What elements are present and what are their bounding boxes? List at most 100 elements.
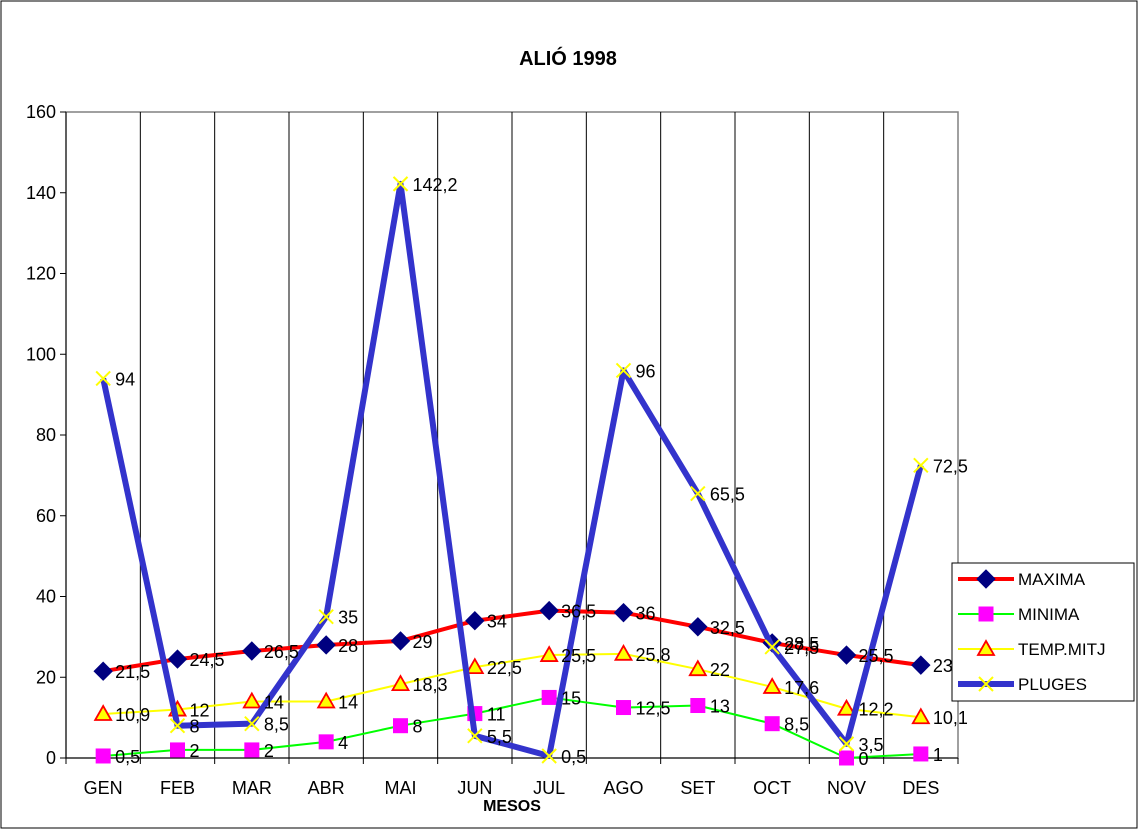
marker-pluges bbox=[244, 715, 260, 732]
data-label: 8 bbox=[413, 717, 423, 737]
marker-minima bbox=[764, 716, 780, 732]
marker-temp-mitj bbox=[242, 691, 262, 709]
data-label: 142,2 bbox=[413, 175, 458, 195]
y-tick-label: 40 bbox=[36, 587, 56, 607]
y-tick-label: 100 bbox=[26, 344, 56, 364]
data-label: 27,5 bbox=[784, 638, 819, 658]
marker-temp-mitj bbox=[688, 659, 708, 677]
marker-temp-mitj bbox=[539, 645, 559, 662]
data-label: 15 bbox=[561, 688, 581, 708]
x-tick-label: MAR bbox=[232, 778, 272, 798]
marker-maxima bbox=[167, 649, 188, 669]
data-label: 8,5 bbox=[264, 715, 289, 735]
data-label: 14 bbox=[264, 692, 284, 712]
marker-pluges bbox=[690, 485, 706, 502]
series-pluges bbox=[95, 176, 929, 764]
marker-maxima bbox=[688, 617, 708, 637]
data-label: 35 bbox=[338, 608, 358, 628]
data-label: 18,3 bbox=[413, 675, 448, 695]
data-label: 36 bbox=[636, 604, 656, 624]
data-label: 0,5 bbox=[115, 747, 140, 767]
data-label: 10,9 bbox=[115, 705, 150, 725]
data-label: 24,5 bbox=[190, 650, 225, 670]
data-label: 13 bbox=[710, 697, 730, 717]
data-label: 22 bbox=[710, 660, 730, 680]
marker-temp-mitj bbox=[316, 691, 336, 709]
marker-maxima bbox=[613, 602, 634, 623]
data-label: 28 bbox=[338, 636, 358, 656]
series-layer bbox=[93, 176, 931, 766]
data-label: 25,5 bbox=[859, 646, 894, 666]
data-label: 65,5 bbox=[710, 485, 745, 505]
x-tick-label: AGO bbox=[603, 778, 643, 798]
data-label: 11 bbox=[487, 705, 506, 725]
marker-minima bbox=[95, 748, 111, 764]
data-label: 29 bbox=[413, 632, 433, 652]
marker-maxima bbox=[316, 635, 336, 655]
data-label: 0 bbox=[859, 749, 869, 769]
marker-maxima bbox=[539, 600, 559, 621]
data-label: 14 bbox=[338, 692, 358, 712]
marker-pluges bbox=[95, 370, 111, 387]
x-axis-label: MESOS bbox=[483, 798, 541, 815]
series-temp-mitj bbox=[93, 644, 931, 725]
series-line-maxima bbox=[102, 608, 922, 674]
x-tick-label: JUL bbox=[533, 778, 565, 798]
data-label: 32,5 bbox=[710, 618, 745, 638]
marker-legend-maxima bbox=[976, 569, 996, 589]
marker-pluges bbox=[838, 736, 855, 752]
marker-pluges bbox=[615, 362, 632, 379]
x-tick-label: DES bbox=[902, 778, 939, 798]
data-label: 2 bbox=[264, 741, 274, 761]
data-label: 10,1 bbox=[933, 708, 968, 728]
x-tick-label: GEN bbox=[84, 778, 123, 798]
grid-lines bbox=[139, 112, 885, 758]
x-tick-label: FEB bbox=[160, 778, 195, 798]
data-label: 0,5 bbox=[561, 747, 586, 767]
marker-maxima bbox=[836, 645, 857, 665]
marker-minima bbox=[393, 718, 408, 734]
x-tick-label: MAI bbox=[384, 778, 416, 798]
data-label: 23 bbox=[933, 656, 953, 676]
marker-pluges bbox=[764, 639, 780, 655]
y-tick-label: 140 bbox=[26, 183, 56, 203]
legend-label-pluges: PLUGES bbox=[1018, 675, 1087, 694]
series-line-pluges bbox=[100, 180, 924, 759]
marker-pluges bbox=[169, 717, 186, 734]
data-label: 4 bbox=[338, 733, 348, 753]
data-label: 28,5 bbox=[784, 634, 819, 654]
legend-label-temp-mitj: TEMP.MITJ bbox=[1018, 640, 1106, 659]
series-maxima bbox=[93, 600, 931, 681]
marker-legend-pluges bbox=[978, 676, 994, 692]
series-line-temp-mitj bbox=[103, 652, 921, 719]
marker-minima bbox=[244, 742, 260, 758]
marker-minima bbox=[839, 750, 854, 766]
legend: MAXIMA MINIMA TEMP.MITJ PLUGES bbox=[951, 562, 1135, 702]
y-tick-label: 160 bbox=[26, 102, 56, 122]
y-tick-label: 80 bbox=[36, 425, 56, 445]
marker-minima bbox=[318, 734, 334, 750]
data-label: 96 bbox=[636, 361, 656, 381]
marker-legend-minima bbox=[978, 606, 994, 622]
marker-maxima bbox=[93, 661, 113, 681]
x-tick-label: ABR bbox=[308, 778, 345, 798]
data-label: 3,5 bbox=[859, 735, 884, 755]
marker-minima bbox=[541, 689, 557, 705]
marker-temp-mitj bbox=[613, 644, 634, 661]
marker-temp-mitj bbox=[465, 657, 485, 675]
chart-title: ALIÓ 1998 bbox=[519, 46, 617, 70]
data-label: 94 bbox=[115, 369, 135, 389]
data-label: 12,5 bbox=[636, 699, 671, 719]
data-label: 25,5 bbox=[561, 646, 596, 666]
y-tick-label: 60 bbox=[36, 506, 56, 526]
data-label: 5,5 bbox=[487, 727, 512, 747]
x-tick-label: SET bbox=[680, 778, 715, 798]
data-label: 25,8 bbox=[636, 645, 671, 665]
series-line-minima bbox=[103, 696, 921, 759]
data-label: 2 bbox=[190, 741, 200, 761]
marker-temp-mitj bbox=[93, 704, 113, 721]
